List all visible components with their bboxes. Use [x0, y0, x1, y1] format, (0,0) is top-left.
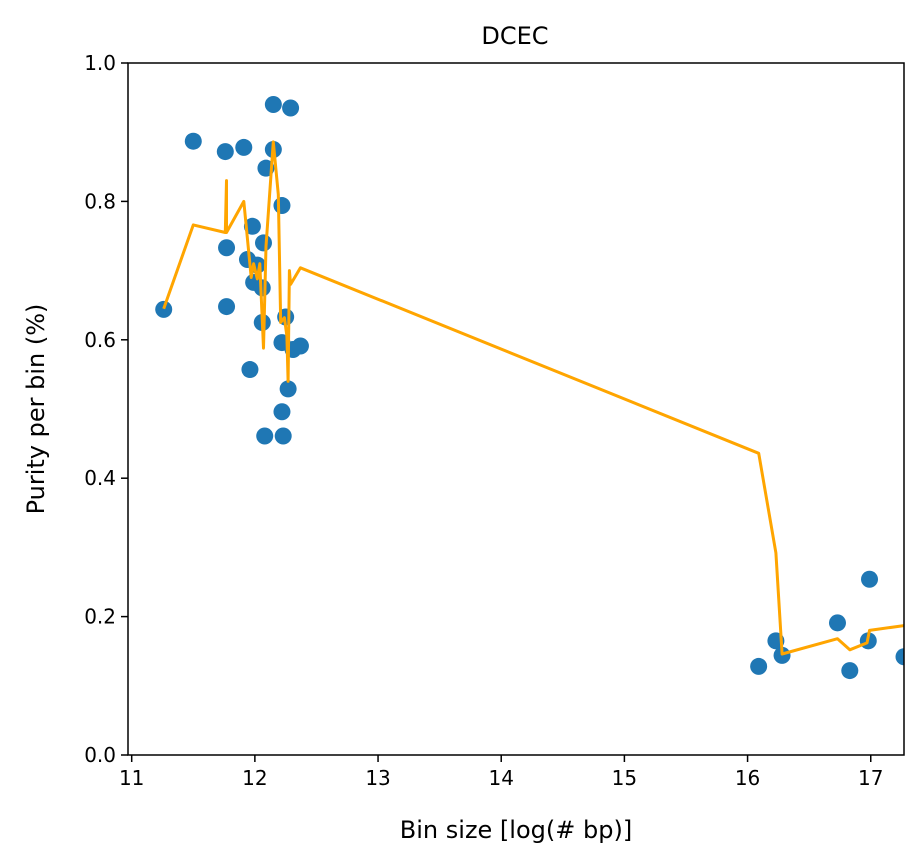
scatter-point: [264, 96, 282, 114]
y-axis-label: Purity per bin (%): [22, 304, 50, 515]
scatter-point: [291, 337, 309, 355]
axes-frame: [127, 62, 905, 756]
scatter-point: [216, 143, 234, 161]
scatter-point: [841, 662, 859, 680]
y-tick-label: 0.2: [84, 605, 116, 629]
x-tick-label: 13: [365, 766, 390, 790]
x-tick-label: 11: [119, 766, 144, 790]
trend-line: [162, 140, 904, 656]
x-tick-label: 14: [488, 766, 513, 790]
scatter-point: [750, 657, 768, 675]
scatter-point: [243, 217, 261, 235]
y-tick-label: 0.4: [84, 466, 116, 490]
scatter-point: [895, 648, 904, 666]
y-tick-label: 1.0: [84, 51, 116, 75]
chart-title: DCEC: [481, 22, 548, 50]
x-tick-label: 15: [612, 766, 637, 790]
y-tick-label: 0.8: [84, 189, 116, 213]
scatter-point: [218, 298, 236, 316]
scatter-point: [184, 132, 202, 150]
y-tick-label: 0.6: [84, 328, 116, 352]
scatter-point: [241, 361, 259, 379]
scatter-point: [254, 234, 272, 252]
scatter-point: [274, 427, 292, 445]
scatter-point: [256, 427, 274, 445]
scatter-point: [282, 99, 300, 117]
x-tick-label: 12: [242, 766, 267, 790]
x-axis-ticks: 11 12 13 14 15 16 17: [119, 755, 883, 790]
scatter-point: [279, 380, 297, 398]
scatter-point: [273, 197, 291, 215]
scatter-point: [828, 614, 846, 632]
scatter-point: [235, 138, 253, 156]
x-tick-label: 17: [858, 766, 883, 790]
scatter-point: [218, 239, 236, 257]
scatter-point: [861, 570, 879, 588]
y-axis-ticks: 0.0 0.2 0.4 0.6 0.8 1.0: [84, 51, 128, 767]
x-tick-label: 16: [735, 766, 760, 790]
y-tick-label: 0.0: [84, 743, 116, 767]
scatter-point: [155, 300, 173, 318]
plot-area: [155, 96, 904, 680]
x-axis-label: Bin size [log(# bp)]: [400, 816, 632, 844]
scatter-point: [273, 403, 291, 421]
